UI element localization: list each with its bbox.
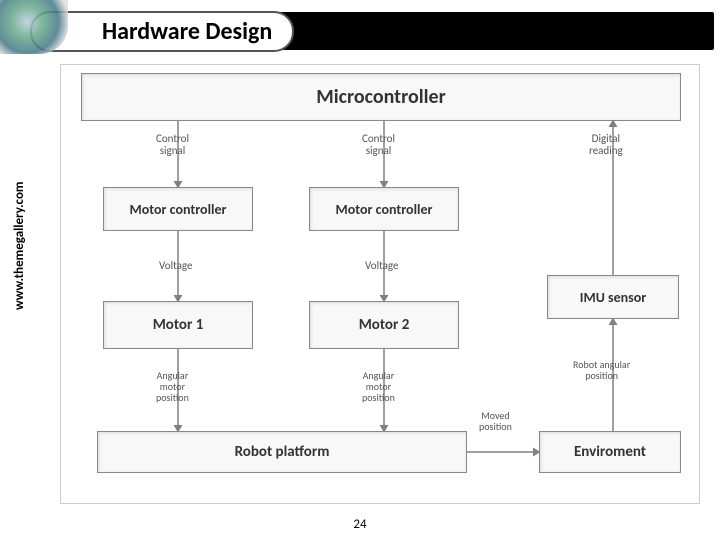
edge-label-env-imu: Robot angularposition bbox=[573, 359, 630, 381]
edge-label-mcu-mc2: Controlsignal bbox=[362, 133, 395, 157]
node-mcu: Microcontroller bbox=[81, 73, 681, 121]
edge-label-m1-plat: Angularmotorposition bbox=[156, 370, 189, 403]
edge-label-mc1-m1: Voltage bbox=[159, 260, 192, 272]
node-mc2: Motor controller bbox=[309, 187, 459, 231]
node-imu: IMU sensor bbox=[547, 275, 679, 319]
edge-label-plat-env: Movedposition bbox=[479, 410, 512, 432]
page-number: 24 bbox=[353, 517, 366, 532]
node-env: Enviroment bbox=[539, 431, 681, 473]
node-mc1: Motor controller bbox=[103, 187, 253, 231]
node-plat: Robot platform bbox=[97, 431, 467, 473]
slide-logo bbox=[0, 0, 68, 54]
edge-label-mcu-mc1: Controlsignal bbox=[156, 133, 189, 157]
slide-header: Hardware Design System Architecture bbox=[30, 10, 714, 52]
node-m1: Motor 1 bbox=[103, 301, 253, 349]
edge-label-imu-mcu: Digitalreading bbox=[589, 133, 623, 157]
header-chip: Hardware Design bbox=[30, 11, 294, 52]
node-m2: Motor 2 bbox=[309, 301, 459, 349]
edge-label-mc2-m2: Voltage bbox=[365, 260, 398, 272]
sidebar-url: www.themegallery.com bbox=[12, 181, 27, 310]
edge-label-m2-plat: Angularmotorposition bbox=[362, 370, 395, 403]
architecture-diagram: Microcontroller Motor controller Motor con… bbox=[60, 64, 700, 504]
